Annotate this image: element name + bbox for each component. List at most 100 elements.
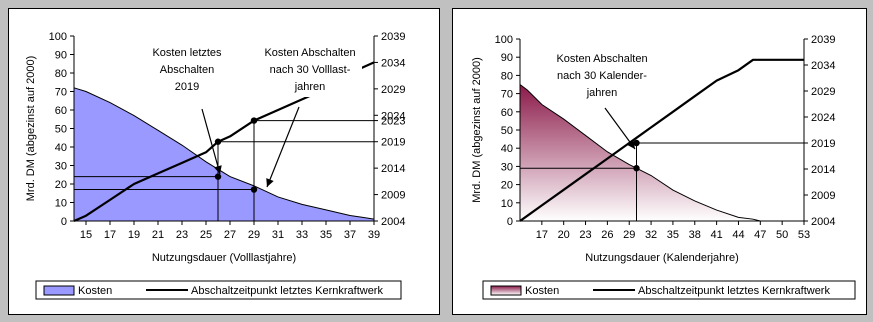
legend-swatch-kosten: [43, 285, 75, 296]
x-tick-label: 35: [320, 229, 332, 241]
x-tick-label: 25: [200, 229, 212, 241]
y-tick-label: 0: [507, 216, 513, 228]
x-tick-label: 53: [798, 229, 810, 241]
y-tick-label: 50: [501, 125, 513, 137]
y-tick-label: 90: [501, 52, 513, 64]
y-tick-label: 40: [55, 142, 67, 154]
x-tick-label: 35: [667, 229, 679, 241]
data-point-marker: [633, 165, 640, 172]
y-tick-label: 20: [55, 179, 67, 191]
annotation-text: jahren: [586, 87, 618, 99]
y-axis-label: Mrd. DM (abgezinst auf 2000): [25, 56, 37, 202]
legend-box: [482, 280, 856, 300]
chart-panel-kalenderjahre: 0 10 20 30 40 50 60 70 80 90 100 2004 2009 2014 2019 20…: [452, 8, 867, 315]
y2-tick-label: 2019: [381, 137, 405, 149]
x-tick-label: 23: [579, 229, 591, 241]
annotation-arrowhead: [214, 165, 222, 174]
y2-tick-label: 2019: [811, 138, 835, 150]
y2-tick-label: 2034: [811, 60, 835, 72]
annotation-arrow: [201, 108, 221, 175]
annotation-background: [258, 44, 362, 97]
x-tick-label: 19: [128, 229, 140, 241]
x-tick-label: 23: [176, 229, 188, 241]
x-tick-label: 29: [623, 229, 635, 241]
annotation-arrowhead: [627, 140, 635, 149]
x-tick-label: 41: [710, 229, 722, 241]
y-tick-label: 100: [49, 31, 67, 43]
y-tick-label: 70: [55, 87, 67, 99]
x-tick-label: 29: [248, 229, 260, 241]
y-axis-label: Mrd. DM (abgezinst auf 2000): [471, 57, 483, 203]
y-tick-label: 10: [501, 198, 513, 210]
y-tick-label: 90: [55, 50, 67, 62]
y-tick-label: 0: [61, 216, 67, 228]
annotation-arrowhead: [266, 178, 274, 187]
legend-label-abschalt: Abschaltzeitpunkt letztes Kernkraftwerk: [191, 285, 383, 297]
y-tick-label: 80: [501, 70, 513, 82]
annotation-text: nach 30 Kalender-: [557, 70, 647, 82]
legend-label-kosten: Kosten: [78, 285, 112, 297]
y2-tick-label: 2004: [811, 216, 835, 228]
x-axis-label: Nutzungsdauer (Kalenderjahre): [585, 252, 738, 264]
annotation-background: [550, 50, 654, 103]
legend-label-kosten: Kosten: [525, 285, 559, 297]
y-tick-label: 20: [501, 180, 513, 192]
x-tick-label: 15: [80, 229, 92, 241]
kosten-outline: [519, 84, 804, 222]
x-tick-label: 17: [104, 229, 116, 241]
x-tick-label: 50: [776, 229, 788, 241]
x-tick-label: 32: [645, 229, 657, 241]
x-tick-label: 44: [732, 229, 744, 241]
x-tick-label: 31: [272, 229, 284, 241]
y2-tick-label: 2039: [811, 34, 835, 46]
y-tick-label: 60: [55, 105, 67, 117]
data-point-marker: [250, 117, 258, 124]
y2-tick-label: 2023: [381, 116, 405, 128]
x-axis-label: Nutzungsdauer (Volllastjahre): [152, 252, 296, 264]
kosten-outline: [73, 87, 375, 220]
data-point-marker: [633, 139, 640, 147]
annotation-arrow: [604, 107, 636, 150]
chart-volllastjahre: 0 10 20 30 40 50 60 70 80 90 100 2004 2009 2014 2019 20…: [25, 31, 405, 300]
annotation-text: 2019: [175, 81, 199, 93]
y-tick-label: 80: [55, 68, 67, 80]
y2-tick-label: 2029: [811, 86, 835, 98]
y2-tick-label: 2014: [811, 164, 835, 176]
y-tick-label: 100: [495, 34, 513, 46]
x-tick-label: 17: [536, 229, 548, 241]
kosten-area: [74, 87, 374, 221]
y-tick-label: 30: [55, 161, 67, 173]
data-point-marker: [250, 186, 258, 193]
x-tick-label: 21: [152, 229, 164, 241]
y2-tick-label: 2024: [811, 112, 835, 124]
y2-tick-label: 2004: [381, 216, 405, 228]
y-tick-label: 50: [55, 124, 67, 136]
data-point-marker: [214, 173, 222, 180]
y2-tick-label: 2039: [381, 31, 405, 43]
x-tick-label: 38: [689, 229, 701, 241]
annotation-text: nach 30 Volllast-: [270, 64, 351, 76]
annotation-text: jahren: [294, 81, 326, 93]
annotation-text: Abschalten: [160, 64, 214, 76]
x-tick-label: 47: [754, 229, 766, 241]
y2-tick-label: 2029: [381, 84, 405, 96]
y2-tick-label: 2024: [381, 110, 405, 122]
y-tick-label: 30: [501, 161, 513, 173]
x-tick-label: 27: [224, 229, 236, 241]
x-tick-label: 33: [296, 229, 308, 241]
abschaltzeitpunkt-line: [519, 58, 804, 222]
annotation-background: [135, 44, 239, 97]
x-tick-label: 26: [601, 229, 613, 241]
legend-box: [35, 280, 402, 300]
y2-tick-label: 2014: [381, 163, 405, 175]
x-tick-label: 20: [558, 229, 570, 241]
legend-swatch-kosten: [490, 285, 522, 296]
y2-tick-label: 2009: [381, 190, 405, 202]
y-tick-label: 70: [501, 89, 513, 101]
y-tick-label: 40: [501, 143, 513, 155]
y2-tick-label: 2009: [811, 190, 835, 202]
y-tick-label: 60: [501, 107, 513, 119]
chart-panel-volllastjahre: 0 10 20 30 40 50 60 70 80 90 100 2004 2009 2014 2019 20…: [8, 8, 440, 315]
legend-label-abschalt: Abschaltzeitpunkt letztes Kernkraftwerk: [638, 285, 830, 297]
x-tick-label: 37: [344, 229, 356, 241]
